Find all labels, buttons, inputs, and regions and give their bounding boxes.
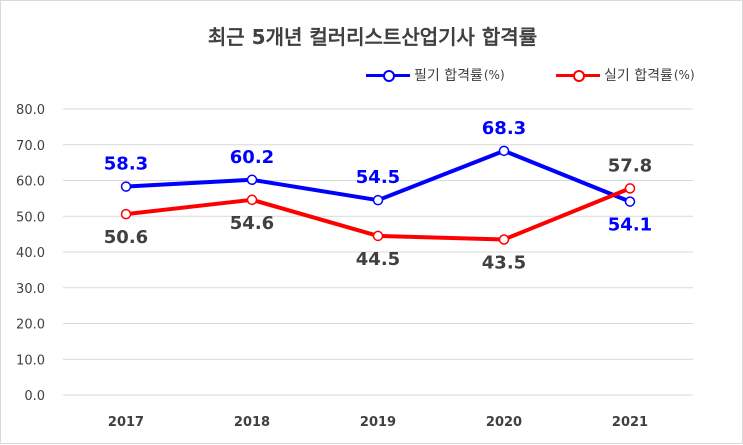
data-point-written [120,181,132,192]
y-tick-label: 10.0 [16,353,45,368]
data-point-practical [372,230,384,242]
legend-label-practical: 실기 합격률 [604,68,673,84]
chart-title: 최근 5개년 컬러리스트산업기사 합격률 [207,25,538,49]
legend-unit-written: (%) [483,68,505,82]
data-label-written: 58.3 [104,154,148,175]
legend-item-written: 필기 합격률 (%) [366,65,505,85]
x-tick-label: 2017 [108,415,144,430]
data-label-practical: 50.6 [104,227,148,248]
legend-label-written: 필기 합격률 [414,68,483,84]
data-label-written: 60.2 [230,147,274,168]
data-label-practical: 43.5 [482,252,526,273]
y-tick-label: 40.0 [16,246,45,261]
legend-marker-practical [556,68,600,82]
y-tick-label: 50.0 [16,210,45,225]
x-tick-label: 2018 [234,415,270,430]
data-point-written [372,194,384,206]
data-point-practical [624,183,636,194]
data-label-written: 68.3 [482,118,526,139]
data-point-practical [120,208,132,220]
data-point-written [624,196,636,207]
data-point-practical [498,234,510,245]
y-tick-label: 20.0 [16,318,45,333]
y-tick-label: 80.0 [16,103,45,118]
legend-item-practical: 실기 합격률 (%) [556,65,695,85]
data-point-written [498,145,510,157]
y-tick-label: 0.0 [24,389,45,404]
legend-marker-written [366,68,410,82]
data-label-written: 54.5 [356,167,400,188]
y-tick-label: 70.0 [16,139,45,154]
data-label-practical: 44.5 [356,249,400,270]
x-tick-label: 2021 [612,415,648,430]
data-point-written [246,174,258,186]
data-label-written: 54.1 [608,215,652,236]
x-tick-label: 2020 [486,415,522,430]
data-label-practical: 54.6 [230,213,274,234]
data-point-practical [246,194,258,206]
y-tick-label: 60.0 [16,175,45,190]
y-tick-label: 30.0 [16,282,45,297]
chart-legend: 필기 합격률 (%) 실기 합격률 (%) [1,65,743,87]
x-tick-label: 2019 [360,415,396,430]
data-label-practical: 57.8 [608,155,652,176]
legend-unit-practical: (%) [673,68,695,82]
